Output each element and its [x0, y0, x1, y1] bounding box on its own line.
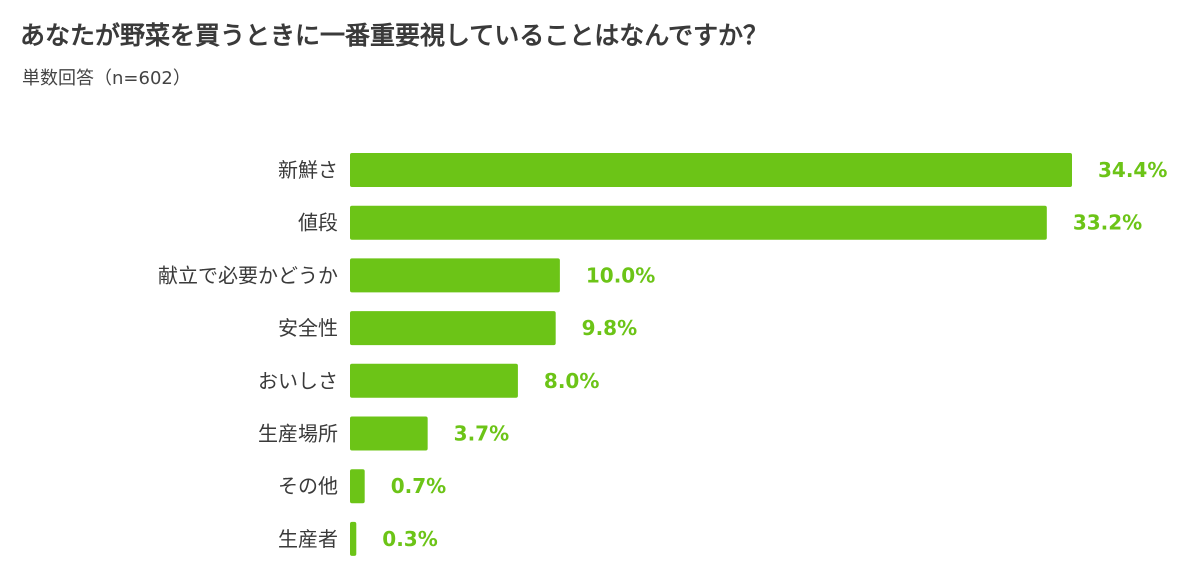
bar: [350, 205, 1047, 240]
category-label: 新鮮さ: [278, 158, 338, 182]
value-label: 3.7%: [454, 422, 509, 446]
value-label: 33.2%: [1073, 211, 1142, 235]
chart-subtitle: 単数回答（n=602）: [22, 68, 191, 89]
value-label: 8.0%: [544, 369, 599, 393]
bar: [350, 311, 556, 346]
category-label: 値段: [298, 211, 338, 235]
category-label: 生産者: [278, 527, 338, 551]
chart-title: あなたが野菜を買うときに一番重要視していることはなんですか？: [20, 21, 769, 50]
bar: [350, 416, 428, 451]
value-label: 0.7%: [391, 474, 446, 498]
bar: [350, 153, 1072, 187]
bar: [350, 363, 518, 398]
value-label: 10.0%: [586, 263, 655, 287]
value-label: 34.4%: [1098, 158, 1167, 182]
bar: [350, 469, 365, 504]
bar: [350, 258, 560, 293]
category-label: 生産場所: [258, 422, 338, 446]
category-label: 献立で必要かどうか: [158, 263, 338, 287]
bars-layer: 新鮮さ 34.4% 値段 33.2% 献立で必要かどうか 10.0% 安全性 9.8% おいしさ…: [158, 153, 1167, 556]
category-label: 安全性: [278, 316, 338, 340]
value-label: 0.3%: [382, 527, 437, 551]
value-label: 9.8%: [582, 316, 637, 340]
bar: [350, 521, 357, 556]
category-label: おいしさ: [258, 369, 338, 393]
category-label: その他: [278, 474, 338, 498]
